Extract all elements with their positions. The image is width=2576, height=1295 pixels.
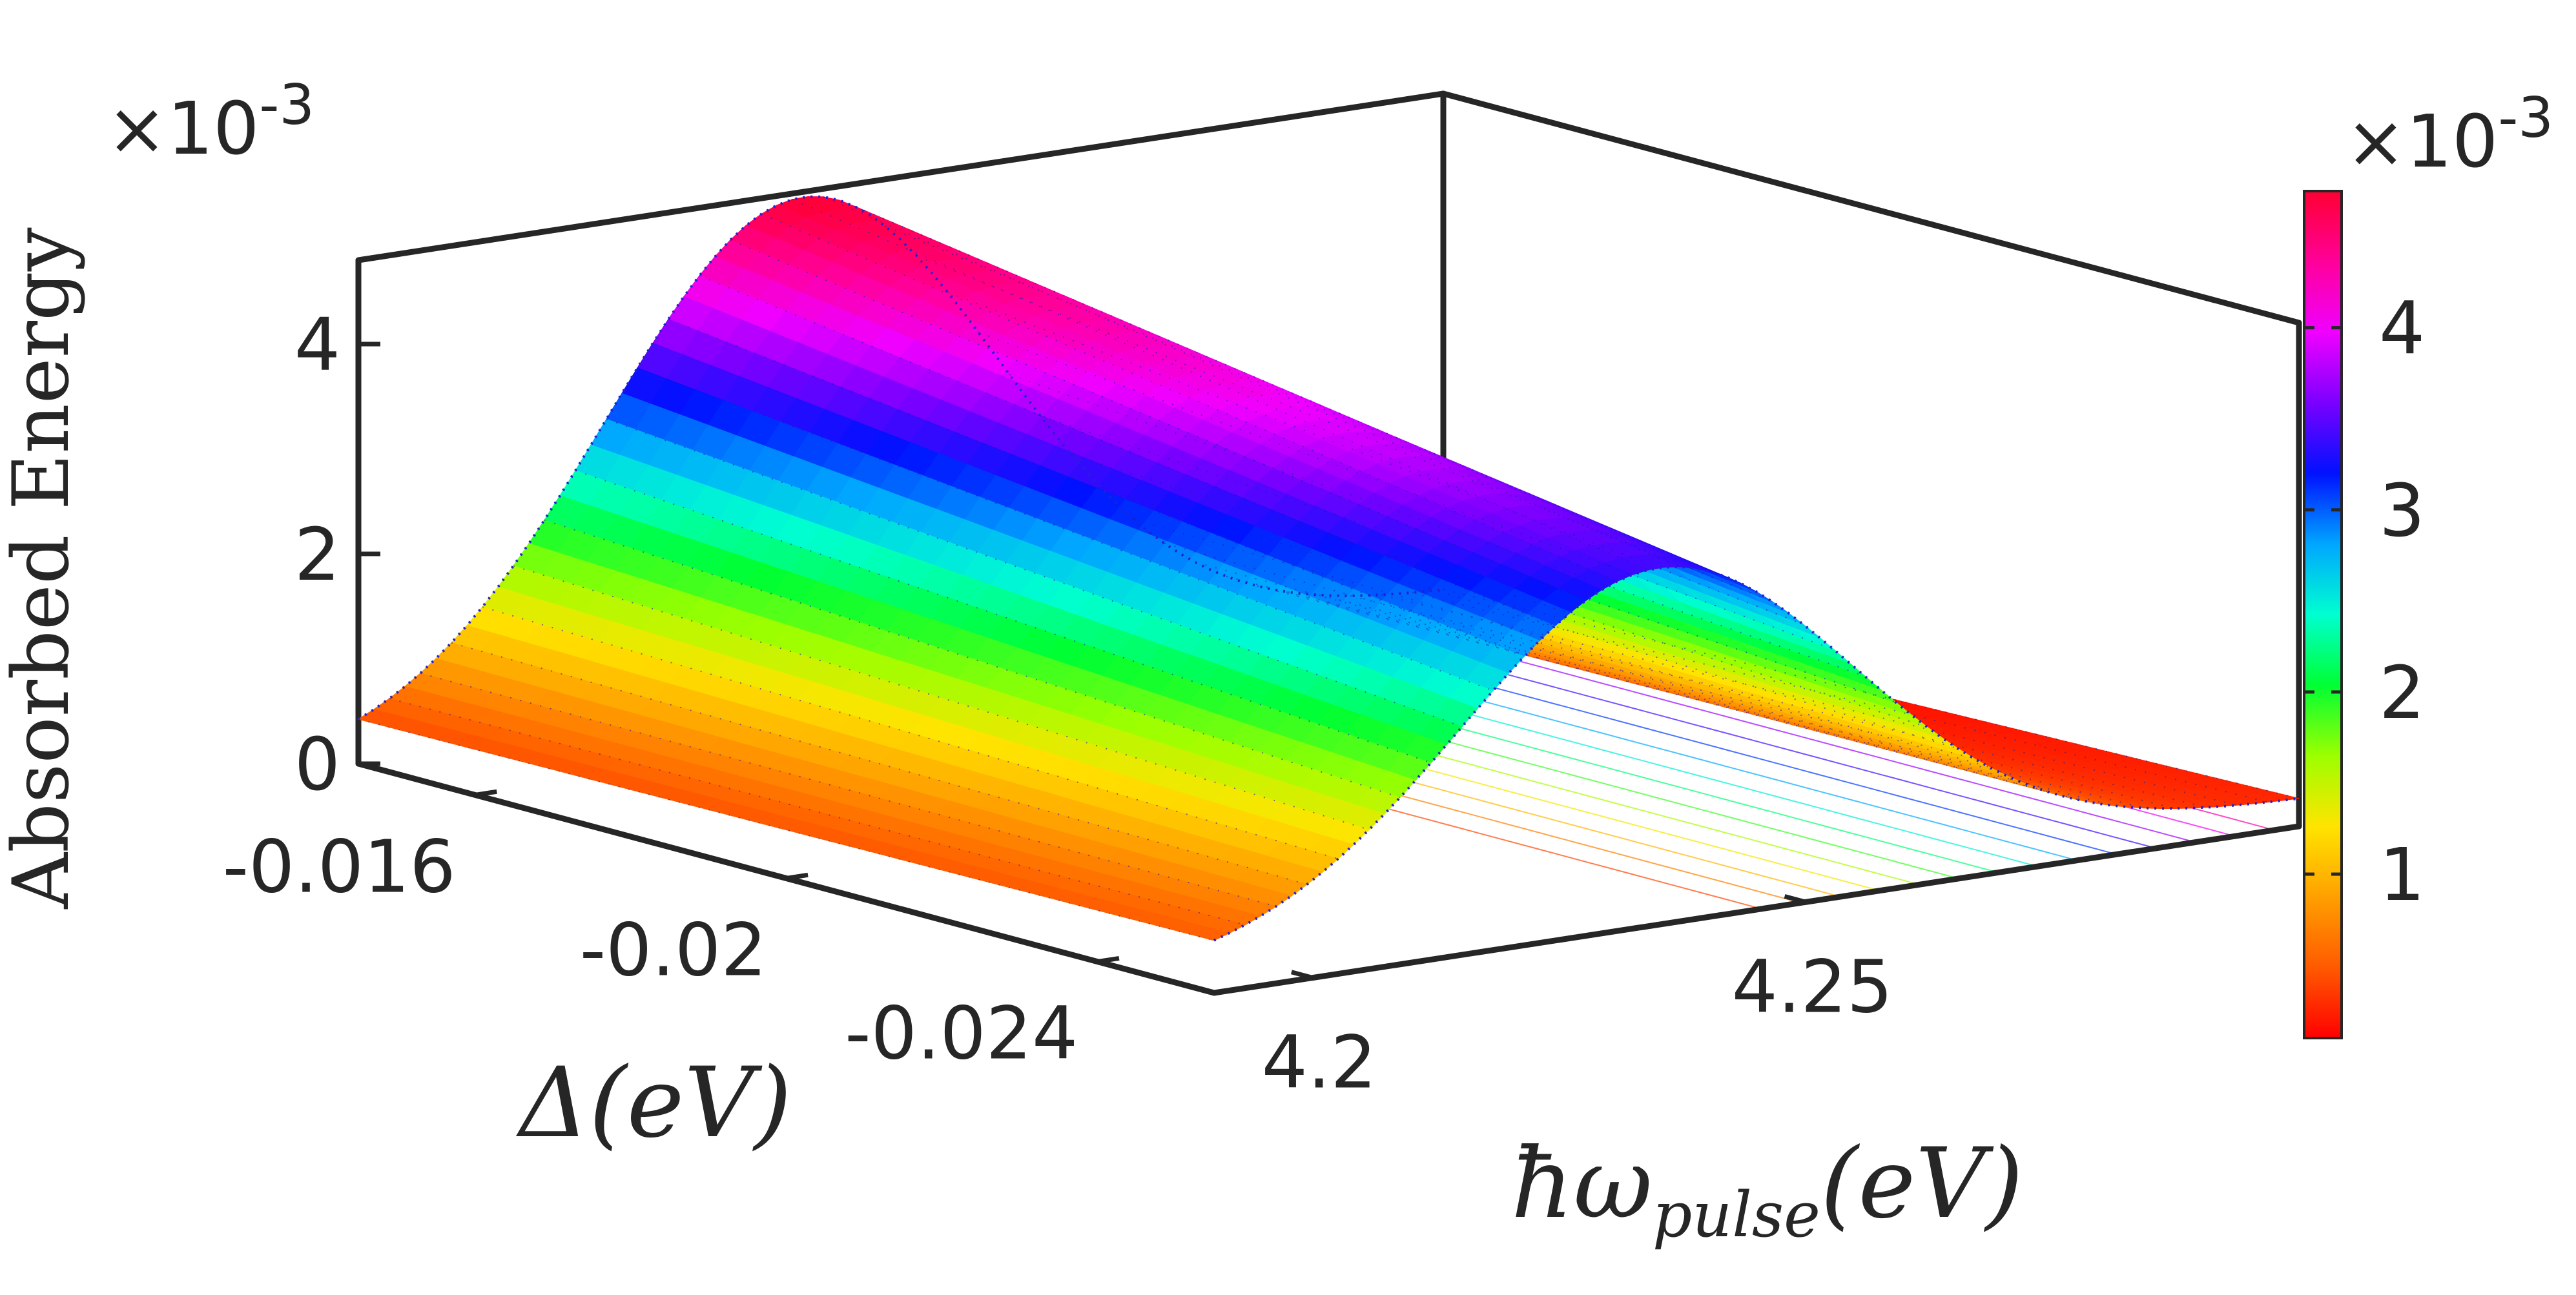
z-tick-label: 4	[294, 303, 340, 387]
surface-mesh-line	[1133, 518, 1990, 768]
colorbar-multiplier: ×10-3	[2345, 86, 2553, 184]
x-tick	[1097, 955, 1120, 964]
x-tick-label: -0.02	[580, 909, 767, 993]
box-top-back-edge	[355, 90, 1447, 263]
colorbar-tick-label: 2	[2379, 651, 2425, 735]
z-tick-label: 0	[294, 723, 340, 807]
y-axis-line	[1211, 823, 2302, 996]
x-axis-title: Δ(eV)	[516, 1047, 792, 1159]
surface-mesh-line	[761, 213, 1618, 582]
surface-mesh-line	[451, 642, 1308, 885]
y-axis-title: ħωpulse(eV)	[1511, 1128, 2023, 1251]
surface-patch	[357, 709, 404, 728]
surface-mesh-line	[1381, 594, 2238, 806]
colorbar-tick-label: 3	[2379, 469, 2425, 553]
surface-mesh-line	[854, 205, 1711, 573]
surface-mesh-line	[792, 198, 1649, 571]
y-tick	[1290, 970, 1314, 980]
y-tick-label: 4.25	[1732, 945, 1893, 1029]
y-tick	[1784, 894, 1807, 904]
colorbar-exponent: -3	[2498, 86, 2553, 150]
colorbar	[2303, 190, 2343, 1039]
surface-edge-right	[1213, 565, 2300, 942]
z-axis-multiplier: ×10-3	[107, 73, 314, 171]
z-axis-title: Absorbed Energy	[0, 227, 87, 910]
axis-ticks: 0 2 4 -0.016 -0.02 -0.024 4.2 4.25	[223, 303, 1893, 1105]
surface-mesh-line	[1443, 589, 2300, 799]
y-tick-label: 4.2	[1262, 1021, 1377, 1105]
surface-mesh-line	[1412, 591, 2269, 803]
z-tick-label: 2	[294, 513, 340, 597]
z-axis-exponent: -3	[259, 73, 314, 138]
colorbar-tick-label: 4	[2379, 287, 2425, 371]
surface-mesh-line	[1350, 595, 2207, 808]
x-tick-label: -0.016	[223, 825, 456, 909]
colorbar-tick-label: 1	[2379, 833, 2425, 917]
surface-mesh-line	[1102, 488, 1959, 749]
box-top-right-edge	[1440, 90, 2302, 326]
x-tick-label: -0.024	[845, 992, 1078, 1076]
surface-mesh	[357, 195, 2300, 942]
x-tick	[475, 789, 497, 797]
surface-mesh-line	[823, 196, 1680, 567]
colorbar-ticks: 1 2 3 4	[2304, 287, 2425, 917]
x-tick	[785, 872, 809, 881]
